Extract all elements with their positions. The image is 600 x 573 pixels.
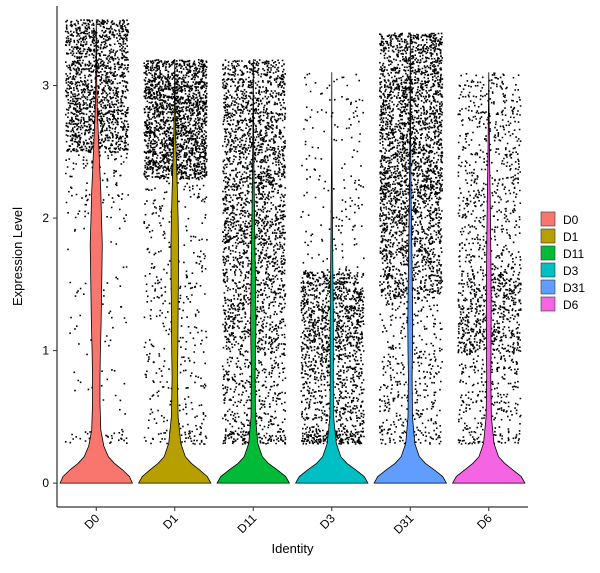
violins — [59, 19, 526, 484]
y-tick-label: 1 — [42, 344, 49, 358]
legend-label-D0: D0 — [563, 213, 579, 227]
y-tick-label: 2 — [42, 211, 49, 225]
x-tick-label: D3 — [317, 511, 338, 532]
legend-label-D1: D1 — [563, 230, 579, 244]
legend-key-D6 — [540, 296, 556, 312]
violin-D31 — [373, 32, 448, 484]
x-tick-label: D1 — [160, 511, 181, 532]
x-axis-title: Identity — [272, 541, 314, 556]
x-tick-label: D31 — [391, 511, 417, 537]
legend: D0 D1 D11 D3 D31 D6 — [540, 211, 585, 312]
violin-D3 — [294, 72, 369, 484]
legend-label-D31: D31 — [563, 281, 585, 295]
jitter-points — [64, 19, 522, 445]
legend-key-D3 — [540, 262, 556, 278]
x-tick-label: D0 — [82, 511, 103, 532]
violin-D1 — [137, 58, 212, 484]
violin-D6 — [451, 72, 526, 484]
legend-label-D11: D11 — [563, 247, 584, 261]
points-D3 — [300, 72, 365, 445]
legend-label-D3: D3 — [563, 264, 579, 278]
x-tick-label: D11 — [235, 511, 260, 536]
violin-D0 — [59, 19, 134, 484]
y-tick-label: 0 — [42, 476, 49, 490]
legend-key-D0 — [540, 211, 556, 227]
points-D6 — [457, 72, 522, 445]
points-D0 — [64, 19, 130, 445]
legend-key-D31 — [540, 279, 556, 295]
legend-key-D1 — [540, 228, 556, 244]
legend-label-D6: D6 — [563, 298, 579, 312]
x-tick-label: D6 — [474, 511, 495, 532]
points-D1 — [143, 59, 208, 445]
violin-D11 — [216, 58, 291, 484]
y-axis-title: Expression Level — [10, 207, 25, 306]
y-tick-label: 3 — [42, 79, 49, 93]
legend-key-D11 — [540, 245, 556, 261]
